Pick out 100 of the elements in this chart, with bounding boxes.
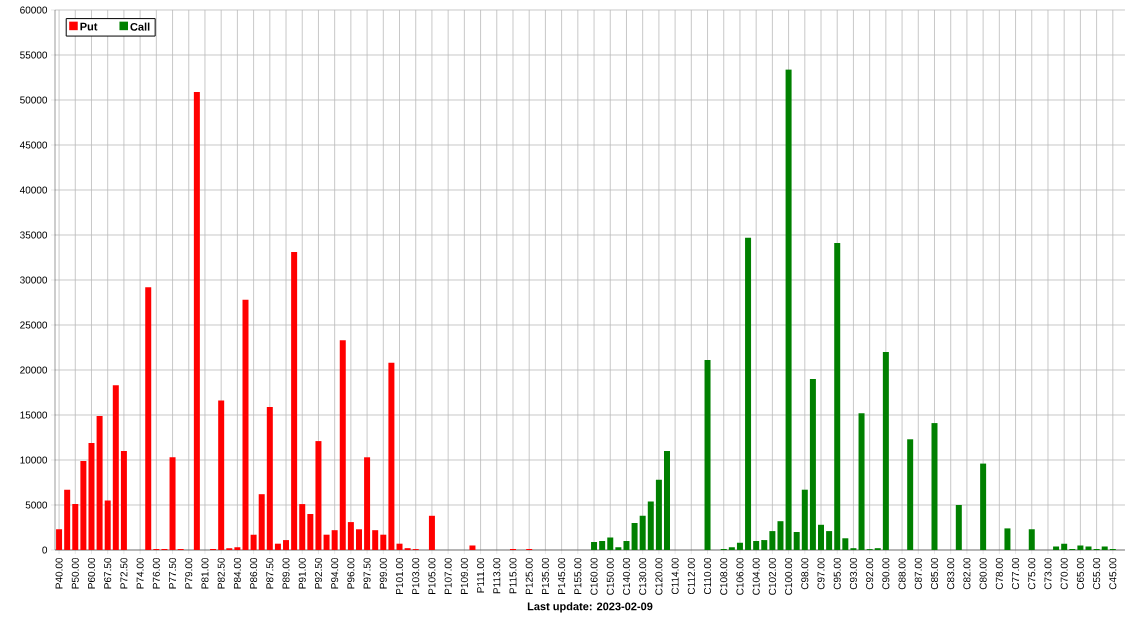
x-tick-label: P101.00 [395, 557, 404, 594]
y-tick-label: 25000 [20, 321, 48, 329]
bar [64, 489, 71, 550]
legend-label: Call [130, 22, 150, 31]
bar [380, 534, 387, 550]
bar [980, 463, 987, 550]
x-tick-label: P96.00 [347, 557, 355, 589]
bar [777, 521, 784, 550]
x-tick-label: P155.00 [574, 557, 582, 594]
x-tick-label: P87.50 [266, 557, 274, 589]
bar [364, 457, 371, 550]
x-tick-label: C150.00 [606, 557, 614, 595]
bar [704, 360, 711, 550]
bar [145, 287, 152, 550]
x-tick-label: C65.00 [1076, 557, 1084, 590]
bar [112, 385, 119, 550]
bar [842, 538, 849, 550]
x-tick-label: P40.00 [55, 557, 63, 589]
bar [664, 450, 670, 550]
x-tick-label: C82.00 [963, 557, 971, 590]
bar [826, 531, 833, 550]
x-tick-label: C73.00 [1044, 557, 1052, 590]
x-tick-label: P89.00 [282, 557, 290, 589]
y-tick-label: 15000 [20, 411, 48, 419]
x-tick-label: P109.00 [460, 557, 468, 594]
x-tick-label: C95.00 [833, 557, 841, 590]
bar [1101, 546, 1108, 550]
legend-label: Put [80, 22, 98, 31]
bar [1028, 529, 1035, 550]
x-tick-label: P50.00 [71, 557, 79, 589]
x-tick-label: P107.00 [444, 557, 452, 594]
bar [299, 504, 306, 550]
x-tick-label: P60.00 [87, 557, 96, 589]
x-tick-label: P86.00 [250, 557, 258, 589]
bar [1061, 543, 1068, 550]
bar [639, 515, 646, 550]
bar [1004, 528, 1011, 550]
x-tick-label: P77.50 [169, 557, 177, 589]
bar [931, 423, 938, 550]
y-tick-label: 50000 [20, 96, 48, 104]
bar [234, 547, 241, 550]
x-tick-label: P135.00 [541, 557, 549, 594]
x-tick-label: C98.00 [801, 557, 809, 590]
x-tick-label: C120.00 [655, 557, 663, 595]
x-tick-label: P91.00 [298, 557, 306, 589]
bar [599, 540, 606, 550]
bar [769, 531, 776, 550]
x-tick-label: C92.00 [866, 557, 874, 590]
bar [793, 531, 800, 550]
x-tick-label: C140.00 [622, 557, 631, 595]
bar [242, 299, 249, 550]
bar [388, 362, 395, 550]
x-tick-label: C75.00 [1028, 557, 1036, 590]
bar [169, 457, 176, 550]
bar [1085, 546, 1092, 550]
x-tick-label: P99.00 [379, 557, 387, 589]
bar [80, 460, 87, 550]
bar [88, 442, 95, 550]
x-tick-label: P81.00 [201, 557, 209, 589]
x-tick-label: P79.00 [185, 557, 193, 589]
bar [193, 91, 200, 550]
bar [785, 69, 792, 550]
bar [753, 540, 760, 550]
x-tick-label: P84.00 [233, 557, 241, 589]
x-tick-label: P92.50 [314, 557, 322, 589]
y-tick-label: 60000 [20, 6, 48, 14]
bar [331, 530, 338, 550]
bar [1077, 545, 1084, 550]
x-axis-title: Last update: 2023-02-09 [527, 602, 653, 613]
bar [339, 340, 346, 550]
bar [469, 545, 476, 550]
bar [104, 500, 111, 550]
x-tick-label: P82.50 [217, 557, 225, 589]
bar [834, 243, 841, 550]
bar [882, 351, 889, 550]
y-tick-label: 55000 [20, 51, 48, 59]
bar [291, 252, 298, 550]
x-tick-label: P94.00 [331, 557, 339, 589]
bar [655, 479, 662, 550]
x-tick-label: C85.00 [930, 557, 939, 590]
x-tick-label: P113.00 [493, 557, 501, 594]
bar [736, 542, 743, 550]
bar [728, 547, 735, 550]
bar [120, 450, 127, 550]
x-tick-label: C106.00 [736, 557, 744, 595]
x-tick-label: C112.00 [687, 557, 695, 595]
bar [307, 513, 314, 550]
y-tick-label: 20000 [20, 366, 48, 374]
bar [858, 413, 865, 550]
x-tick-label: C45.00 [1109, 557, 1117, 590]
bar [745, 237, 752, 550]
bar [623, 540, 630, 550]
bar [1053, 546, 1060, 550]
bar [801, 489, 808, 550]
bar [372, 530, 379, 550]
bar [258, 494, 265, 550]
bar [315, 441, 322, 550]
y-tick-label: 40000 [19, 186, 48, 194]
bar [218, 400, 225, 550]
y-tick-label: 0 [42, 546, 48, 554]
